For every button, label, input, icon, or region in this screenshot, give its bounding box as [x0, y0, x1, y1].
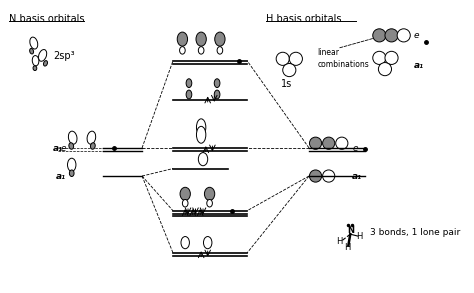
Ellipse shape — [214, 79, 220, 88]
Text: e: e — [61, 144, 66, 153]
Ellipse shape — [196, 32, 206, 46]
Text: H: H — [344, 243, 351, 252]
Text: linear
combinations: linear combinations — [318, 49, 369, 69]
Ellipse shape — [204, 187, 215, 200]
Ellipse shape — [44, 61, 47, 66]
Circle shape — [289, 52, 302, 65]
Ellipse shape — [38, 50, 47, 61]
Circle shape — [373, 29, 386, 42]
Circle shape — [310, 137, 322, 149]
Circle shape — [385, 29, 398, 42]
Ellipse shape — [30, 48, 34, 54]
Text: 3 bonds, 1 lone pair: 3 bonds, 1 lone pair — [370, 228, 460, 237]
Circle shape — [323, 170, 335, 182]
Ellipse shape — [182, 200, 188, 207]
Text: H: H — [356, 231, 363, 241]
Ellipse shape — [198, 47, 204, 54]
Ellipse shape — [68, 131, 77, 144]
Ellipse shape — [69, 170, 74, 176]
Ellipse shape — [198, 153, 208, 166]
Ellipse shape — [186, 79, 192, 88]
Ellipse shape — [30, 37, 38, 49]
Ellipse shape — [91, 143, 95, 149]
Text: e: e — [352, 144, 358, 153]
Circle shape — [385, 51, 398, 64]
Ellipse shape — [186, 90, 192, 99]
Ellipse shape — [215, 32, 225, 46]
Circle shape — [283, 64, 296, 77]
Circle shape — [323, 137, 335, 149]
Text: 2sp³: 2sp³ — [53, 51, 74, 61]
Ellipse shape — [33, 66, 37, 71]
Ellipse shape — [180, 187, 191, 200]
Text: H basis orbitals: H basis orbitals — [266, 14, 341, 24]
Circle shape — [373, 51, 386, 64]
Ellipse shape — [214, 90, 220, 99]
Ellipse shape — [217, 47, 223, 54]
Ellipse shape — [203, 236, 212, 249]
Text: a₁: a₁ — [53, 144, 63, 153]
Circle shape — [336, 137, 348, 149]
Ellipse shape — [181, 236, 190, 249]
Text: e: e — [414, 31, 419, 40]
Ellipse shape — [196, 119, 206, 136]
Ellipse shape — [177, 32, 188, 46]
Circle shape — [378, 63, 392, 76]
Text: N basis orbitals: N basis orbitals — [9, 14, 84, 24]
Ellipse shape — [87, 131, 96, 144]
Ellipse shape — [196, 126, 206, 143]
Ellipse shape — [67, 158, 76, 171]
Text: H: H — [336, 237, 342, 246]
Text: 1s: 1s — [281, 79, 292, 88]
Ellipse shape — [32, 56, 39, 66]
Circle shape — [276, 52, 289, 65]
Text: a₁: a₁ — [56, 173, 66, 181]
Text: a₁: a₁ — [352, 173, 362, 181]
Text: N: N — [347, 226, 354, 235]
Ellipse shape — [207, 200, 212, 207]
Text: a₁: a₁ — [414, 61, 424, 70]
Circle shape — [310, 170, 322, 182]
Ellipse shape — [180, 47, 185, 54]
Ellipse shape — [69, 143, 73, 149]
Circle shape — [397, 29, 410, 42]
